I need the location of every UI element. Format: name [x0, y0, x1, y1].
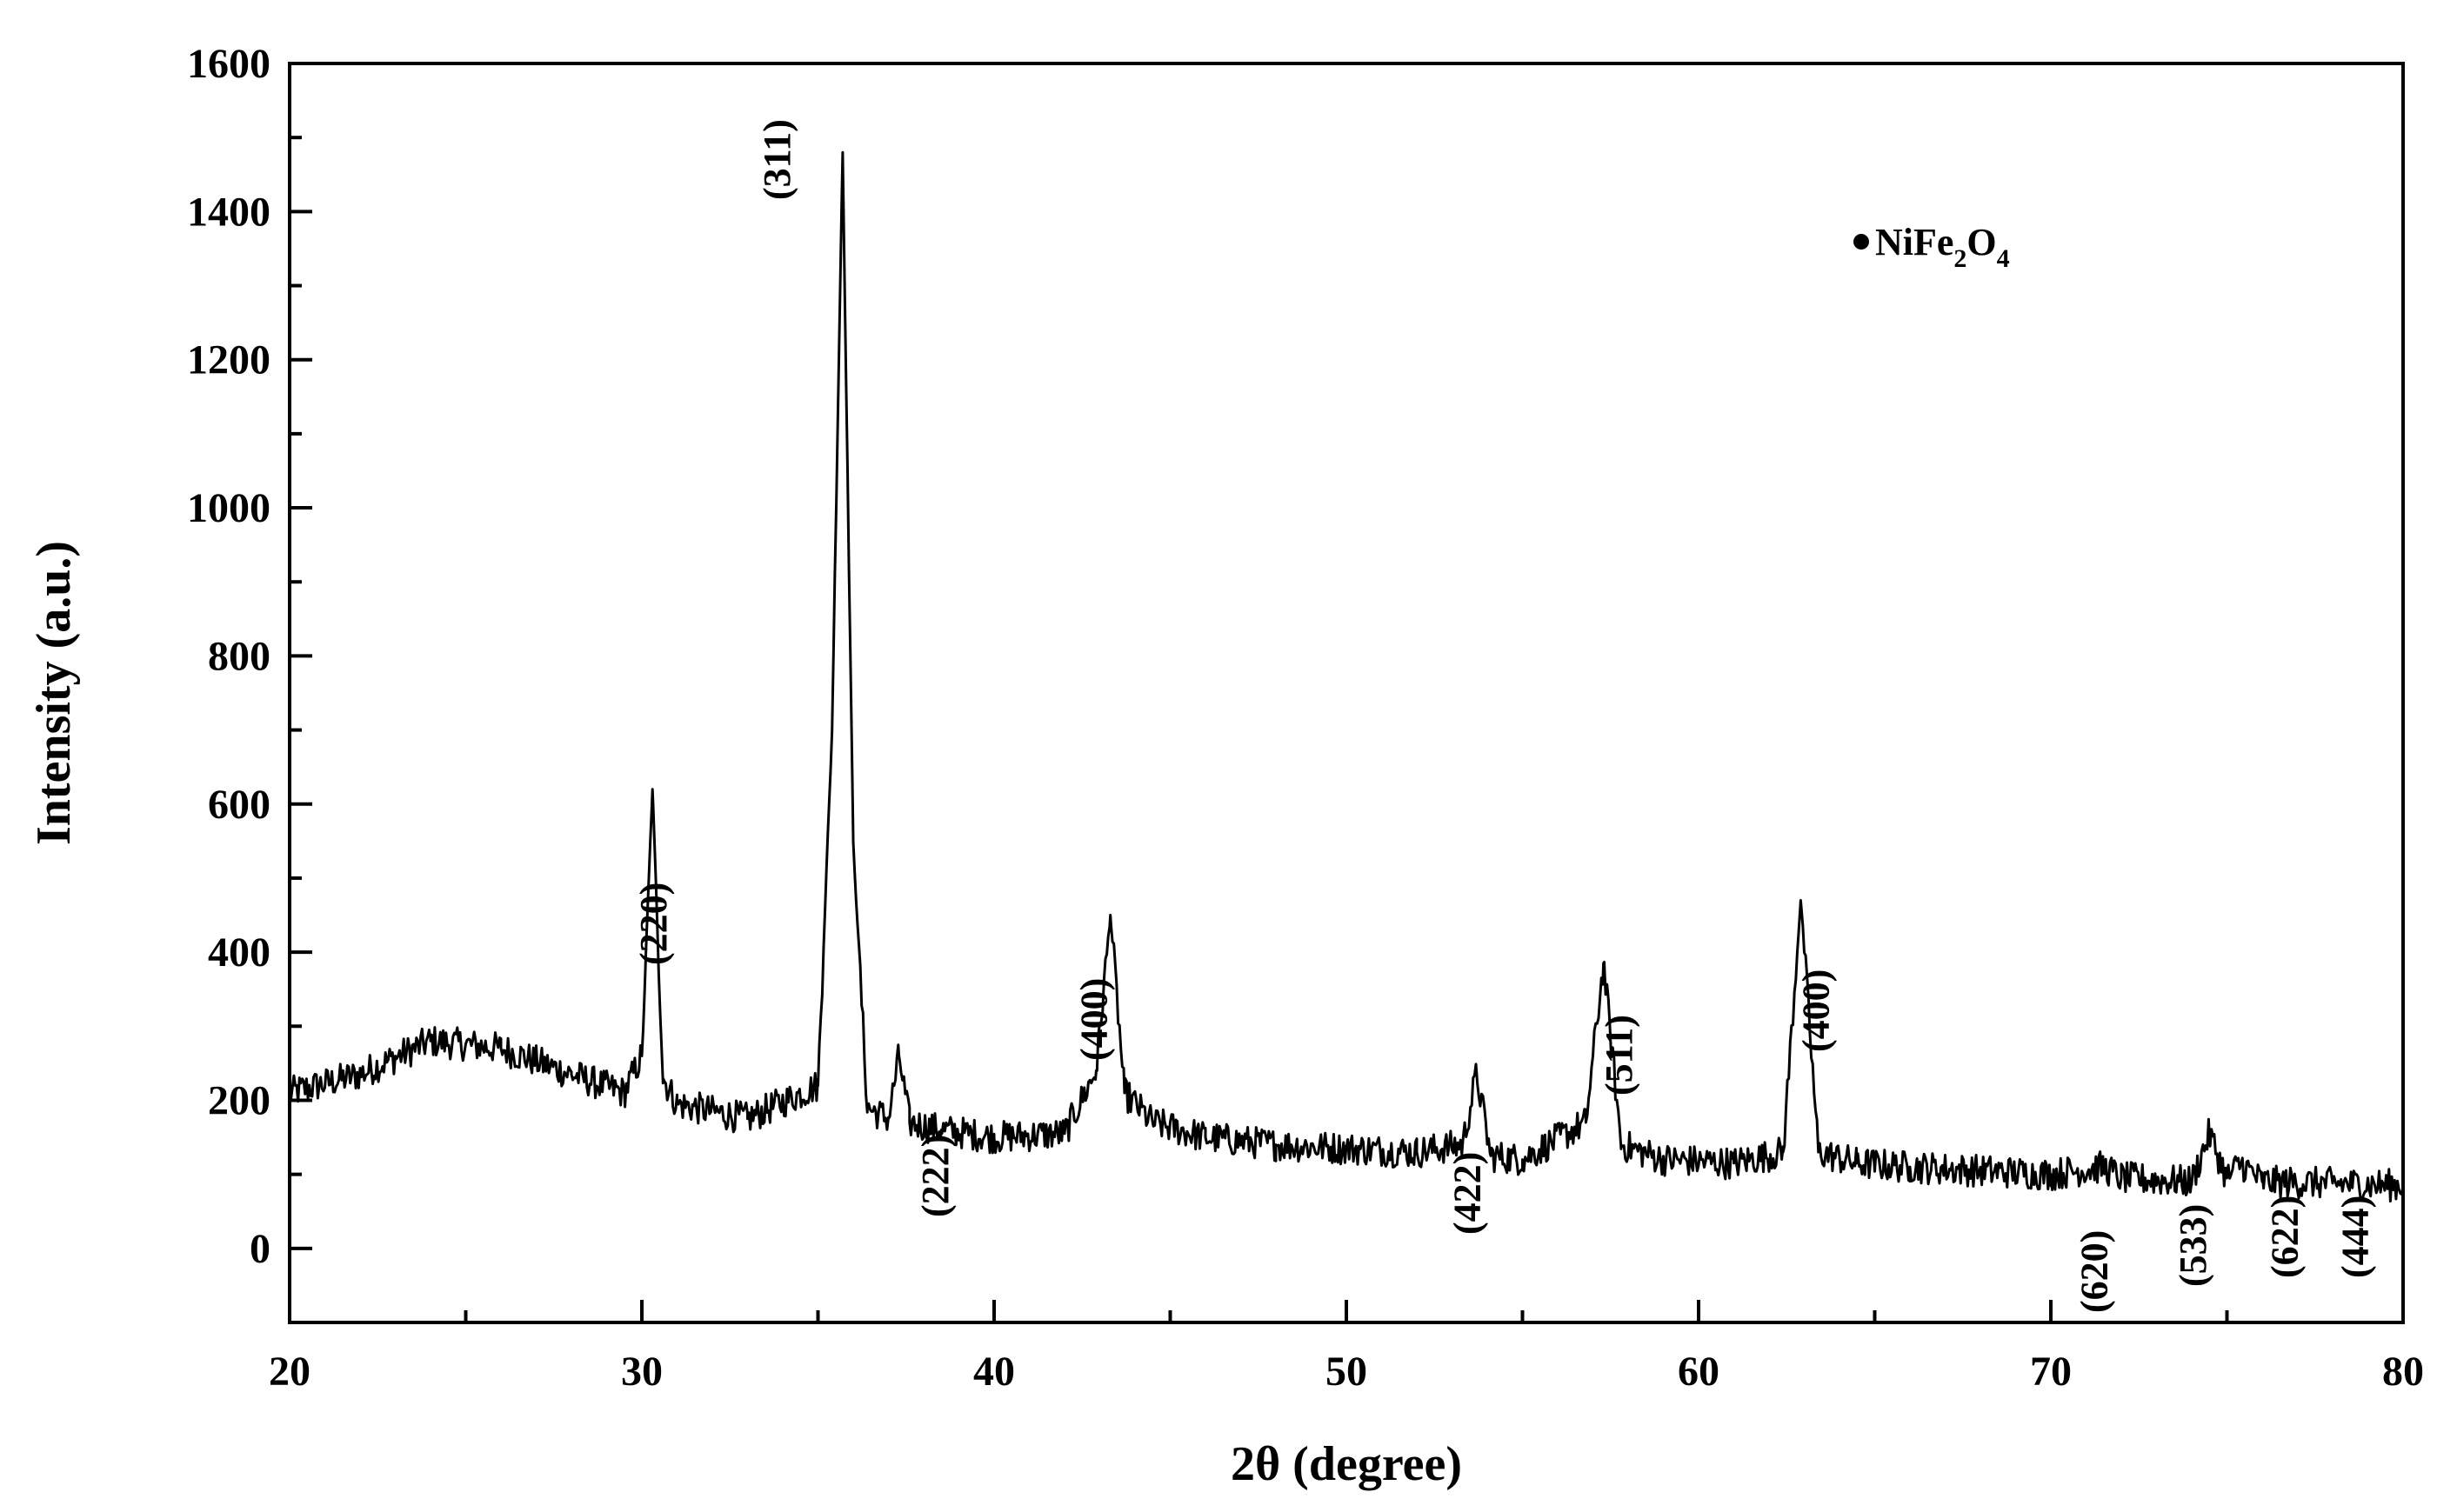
peak-label: (222)	[914, 1135, 957, 1217]
legend-text-sub1: 2	[1953, 244, 1966, 273]
legend: NiFe2O4	[1853, 221, 2010, 273]
peak-label: (511)	[1598, 1015, 1640, 1096]
x-tick-label: 80	[2382, 1349, 2424, 1395]
y-tick-label: 200	[208, 1077, 270, 1123]
x-tick-label: 30	[621, 1349, 663, 1395]
y-axis-title: Intensity (a.u.)	[27, 541, 81, 845]
peak-label: (533)	[2172, 1204, 2214, 1287]
peak-label: (620)	[2073, 1230, 2116, 1313]
y-tick-label: 800	[208, 633, 270, 679]
y-tick-label: 600	[208, 782, 270, 828]
peak-label: (400)	[1072, 978, 1115, 1061]
peak-label: (622)	[2263, 1196, 2306, 1278]
peak-label: (444)	[2333, 1196, 2376, 1278]
legend-text-mid: O	[1966, 221, 1996, 263]
y-tick-label: 0	[250, 1226, 270, 1272]
peak-label: (422)	[1446, 1152, 1489, 1235]
peak-label: (400)	[1795, 969, 1838, 1052]
legend-marker	[1853, 234, 1869, 250]
y-tick-label: 1600	[187, 41, 270, 87]
peak-label: (311)	[756, 119, 798, 200]
x-tick-label: 50	[1325, 1349, 1367, 1395]
legend-text-sub2: 4	[1997, 244, 2010, 273]
peak-labels: (220) (311) (222) (400) (422) (511) (400) (620)…	[632, 119, 2376, 1313]
tick-labels: 20 30 40 50 60 70 8002004006008001000120014001…	[187, 41, 2424, 1395]
axis-ticks	[288, 62, 2405, 1324]
x-tick-label: 70	[2030, 1349, 2072, 1395]
y-tick-label: 400	[208, 929, 270, 976]
x-tick-label: 20	[269, 1349, 310, 1395]
plot-frame	[288, 62, 2405, 1324]
series-line	[288, 150, 2405, 1202]
y-tick-label: 1000	[187, 485, 270, 531]
peak-label: (220)	[632, 883, 675, 965]
x-axis-title: 2θ (degree)	[1231, 1437, 1462, 1491]
legend-label: NiFe2O4	[1875, 221, 2010, 273]
x-tick-label: 40	[973, 1349, 1015, 1395]
x-tick-label: 60	[1678, 1349, 1719, 1395]
y-tick-label: 1400	[187, 189, 270, 235]
legend-text-main: NiFe	[1875, 221, 1953, 263]
y-tick-label: 1200	[187, 337, 270, 383]
